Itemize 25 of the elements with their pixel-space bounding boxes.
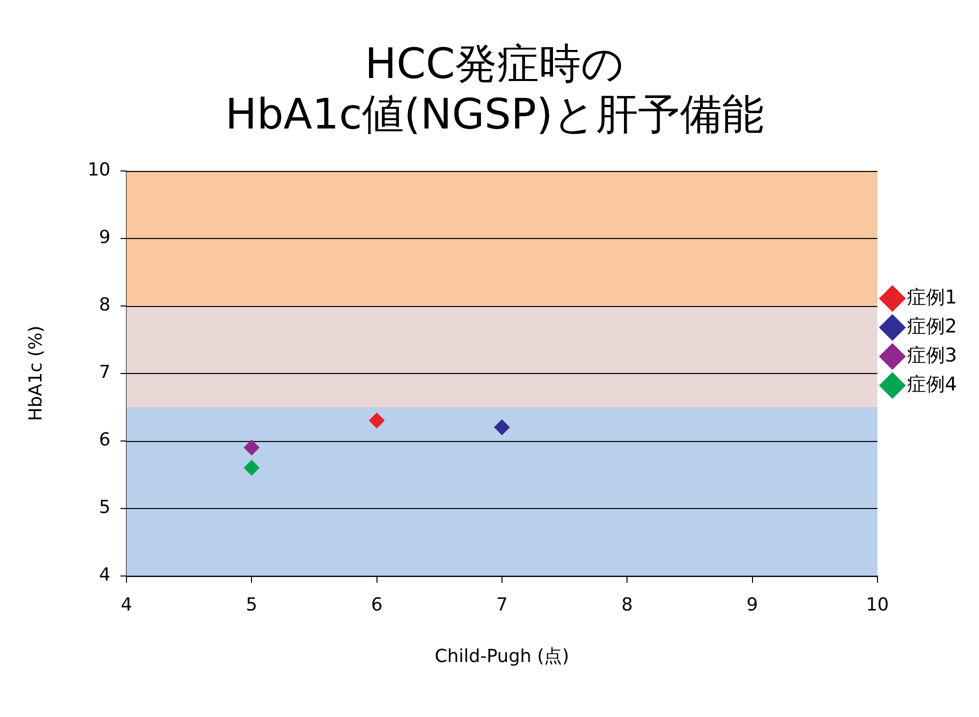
x-tick-label: 10 bbox=[866, 594, 889, 616]
legend-label: 症例1 bbox=[906, 286, 958, 308]
y-tick-label: 7 bbox=[99, 362, 111, 383]
point bbox=[494, 419, 510, 436]
point bbox=[244, 460, 260, 476]
x-tick-label: 6 bbox=[371, 594, 383, 616]
x-tick-label: 8 bbox=[621, 594, 633, 616]
y-axis-title: HbA1c (%) bbox=[25, 326, 46, 422]
x-axis-title: Child-Pugh (点) bbox=[434, 646, 570, 667]
x-tick-label: 4 bbox=[120, 594, 132, 616]
x-tick-label: 9 bbox=[746, 594, 758, 616]
legend-label: 症例2 bbox=[906, 315, 958, 338]
x-tick-label: 5 bbox=[246, 594, 258, 616]
y-tick-label: 5 bbox=[99, 496, 111, 518]
y-tick-label: 9 bbox=[99, 226, 111, 248]
legend-label: 症例3 bbox=[906, 344, 958, 366]
legend-label: 症例4 bbox=[906, 373, 958, 396]
point bbox=[368, 412, 385, 429]
point bbox=[244, 440, 260, 456]
y-tick-label: 4 bbox=[99, 564, 111, 586]
y-tick-label: 10 bbox=[88, 159, 111, 180]
y-tick-label: 6 bbox=[99, 429, 111, 450]
x-tick-label: 7 bbox=[496, 594, 508, 616]
chart-title: HCC発症時の HbA1c値(NGSP)と肝予備能 bbox=[225, 39, 764, 139]
y-tick-label: 8 bbox=[99, 294, 111, 316]
